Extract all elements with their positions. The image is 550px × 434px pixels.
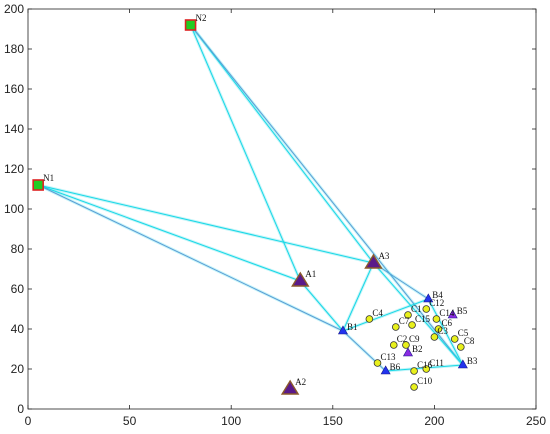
- label-c2: C2: [397, 334, 408, 344]
- x-tick-label-250: 250: [526, 414, 546, 428]
- label-a2: A2: [295, 377, 306, 387]
- label-c12: C12: [429, 298, 444, 308]
- big-triangle-marker-a1: [291, 271, 310, 287]
- label-b1: B1: [347, 322, 358, 332]
- label-n2: N2: [196, 13, 207, 23]
- circle-marker-c14: [432, 315, 441, 323]
- y-tick-label-160: 160: [4, 82, 24, 96]
- square-marker-n1: [32, 179, 44, 191]
- marks-layer: [32, 19, 468, 395]
- circle-marker-c13: [373, 359, 382, 367]
- y-tick-label-100: 100: [4, 202, 24, 216]
- small-triangle-marker-b2: [402, 347, 413, 357]
- circle-marker-c8: [457, 343, 465, 351]
- y-tick-label-200: 200: [4, 2, 24, 16]
- label-a1: A1: [305, 269, 316, 279]
- label-c9: C9: [409, 334, 420, 344]
- label-b6: B6: [390, 362, 401, 372]
- label-c16: C16: [417, 360, 433, 370]
- circle-marker-c11: [422, 365, 431, 373]
- label-b3: B3: [467, 356, 478, 366]
- circle-marker-c2: [389, 341, 398, 349]
- label-b2: B2: [412, 344, 423, 354]
- links-layer: [37, 24, 465, 373]
- circle-marker-c15: [408, 321, 416, 329]
- big-triangle-marker-a3: [364, 253, 383, 269]
- axes-layer: 0 50 100 150 200 250 0 20 40 60 80 100 120 140 160 180 2…: [4, 2, 546, 428]
- y-tick-label-120: 120: [4, 162, 24, 176]
- circle-marker-c1: [404, 311, 412, 319]
- link-a3-b3: [373, 262, 464, 366]
- y-tick-label-0: 0: [17, 402, 24, 416]
- circle-marker-c12: [422, 305, 431, 313]
- label-c6: C6: [441, 318, 452, 328]
- link-b4-b3: [427, 298, 464, 366]
- label-c13: C13: [381, 352, 397, 362]
- x-tick-label-200: 200: [424, 414, 444, 428]
- link-a3-b4: [373, 262, 429, 300]
- small-triangle-marker-b3: [457, 359, 468, 369]
- label-c4: C4: [372, 308, 383, 318]
- x-tick-label-100: 100: [221, 414, 241, 428]
- x-tick-label-150: 150: [323, 414, 343, 428]
- circle-marker-c10: [410, 383, 418, 391]
- small-triangle-marker-b6: [380, 365, 391, 375]
- y-tick-label-20: 20: [11, 362, 25, 376]
- y-tick-label-40: 40: [11, 322, 25, 336]
- y-tick-label-60: 60: [11, 282, 25, 296]
- small-triangle-marker-b1: [337, 325, 348, 335]
- link-n1-b1: [37, 184, 344, 332]
- circle-marker-c4: [365, 315, 374, 323]
- link-a3-b1: [342, 262, 374, 332]
- label-c7: C7: [399, 316, 410, 326]
- circle-marker-c3: [430, 333, 439, 341]
- circle-marker-c9: [402, 341, 410, 349]
- label-b5: B5: [457, 306, 468, 316]
- circle-marker-c7: [391, 323, 400, 331]
- label-c10: C10: [417, 376, 433, 386]
- label-c11: C11: [429, 358, 444, 368]
- x-tick-label-50: 50: [123, 414, 137, 428]
- big-triangle-marker-a2: [280, 379, 300, 395]
- circle-marker-c16: [410, 367, 418, 375]
- link-n2-a3: [190, 24, 374, 264]
- circle-marker-c6: [434, 325, 443, 333]
- label-n1: N1: [43, 173, 54, 183]
- label-c1: C1: [411, 304, 422, 314]
- label-c15: C15: [415, 314, 431, 324]
- circle-marker-c5: [450, 335, 459, 343]
- link-n1-a1: [37, 184, 301, 282]
- x-tick-label-0: 0: [25, 414, 32, 428]
- small-triangle-marker-b4: [423, 293, 434, 303]
- link-b1-b4: [342, 298, 429, 332]
- label-c14: C14: [439, 308, 455, 318]
- link-n1-a3: [38, 184, 374, 264]
- y-tick-label-80: 80: [11, 242, 25, 256]
- small-triangle-marker-b5: [447, 309, 458, 319]
- link-a1-b1: [299, 280, 344, 332]
- labels-layer: N1 N2 A1 A2 A3 B1 B2 B3 B4 B5 B6 C1 C2 C3 C4 C5 C6 C7 C8 C9…: [43, 13, 478, 387]
- label-c5: C5: [458, 328, 469, 338]
- y-tick-label-180: 180: [4, 42, 24, 56]
- label-c8: C8: [464, 336, 475, 346]
- label-c3: C3: [437, 326, 448, 336]
- link-n2-a1: [190, 24, 301, 282]
- label-b4: B4: [432, 290, 443, 300]
- y-tick-label-140: 140: [4, 122, 24, 136]
- square-marker-n2: [184, 19, 197, 31]
- label-a3: A3: [378, 251, 389, 261]
- link-n2-b3: [190, 24, 464, 366]
